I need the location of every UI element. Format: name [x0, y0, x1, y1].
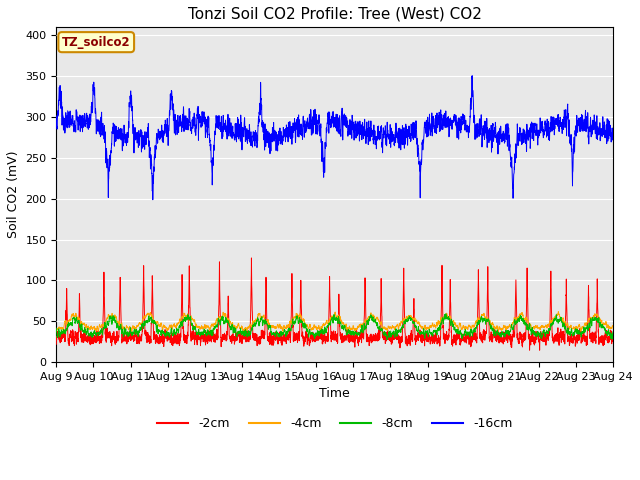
Y-axis label: Soil CO2 (mV): Soil CO2 (mV) [7, 151, 20, 239]
Legend: -2cm, -4cm, -8cm, -16cm: -2cm, -4cm, -8cm, -16cm [152, 412, 517, 435]
X-axis label: Time: Time [319, 387, 350, 400]
Text: TZ_soilco2: TZ_soilco2 [62, 36, 131, 48]
Title: Tonzi Soil CO2 Profile: Tree (West) CO2: Tonzi Soil CO2 Profile: Tree (West) CO2 [188, 7, 482, 22]
